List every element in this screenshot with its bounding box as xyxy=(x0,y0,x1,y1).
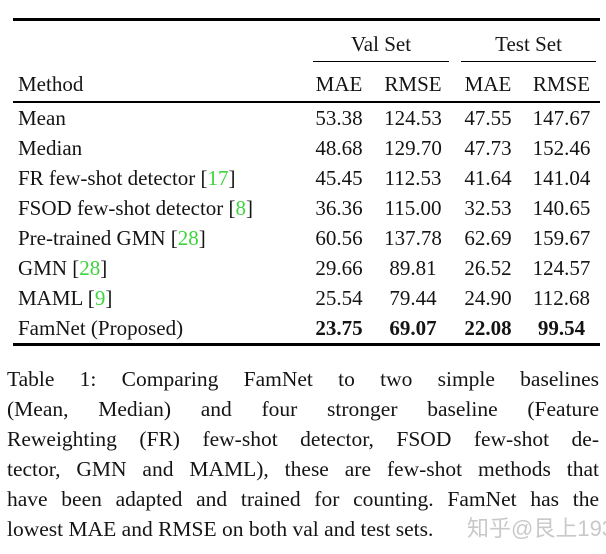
value-cell: 124.53 xyxy=(384,105,442,130)
method-label: Pre-trained GMN [ xyxy=(18,225,178,250)
table-row-pretrained-gmn: Pre-trained GMN [28] 60.56 137.78 62.69 … xyxy=(13,223,600,253)
value-cell: 62.69 xyxy=(464,225,512,250)
value-cell: 22.08 xyxy=(464,315,512,340)
table-caption: Table 1: Comparing FamNet to two simple … xyxy=(7,364,599,544)
citation-link[interactable]: 28 xyxy=(177,225,199,250)
caption-line: Table 1: Comparing FamNet to two simple … xyxy=(7,367,599,391)
value-cell: 69.07 xyxy=(389,315,437,340)
table-row-fsod-detector: FSOD few-shot detector [8] 36.36 115.00 … xyxy=(13,193,600,223)
value-cell: 99.54 xyxy=(537,315,586,340)
method-header-spacer xyxy=(13,20,305,62)
value-cell: 141.04 xyxy=(532,165,591,190)
value-cell: 152.46 xyxy=(532,135,591,160)
citation-link[interactable]: 9 xyxy=(94,285,106,310)
val-set-group-header: Val Set xyxy=(305,20,453,62)
table-row-median: Median 48.68 129.70 47.73 152.46 xyxy=(13,133,600,163)
value-cell: 53.38 xyxy=(315,105,363,130)
method-label: FamNet (Proposed) xyxy=(18,315,184,340)
citation-bracket: ] xyxy=(198,225,206,250)
value-cell: 124.57 xyxy=(532,255,591,280)
value-cell: 36.36 xyxy=(315,195,363,220)
value-cell: 159.67 xyxy=(532,225,591,250)
value-cell: 112.53 xyxy=(384,165,442,190)
method-cell: FSOD few-shot detector [8] xyxy=(13,193,305,223)
val-set-label: Val Set xyxy=(313,32,450,62)
method-cell: Median xyxy=(13,133,305,163)
col-header-test-rmse: RMSE xyxy=(523,61,601,103)
value-cell: 48.68 xyxy=(315,135,363,160)
citation-link[interactable]: 28 xyxy=(79,255,101,280)
group-header-row: Val Set Test Set xyxy=(13,20,600,62)
value-cell: 45.45 xyxy=(315,165,363,190)
table-row-mean: Mean 53.38 124.53 47.55 147.67 xyxy=(13,102,600,133)
caption-line: (Mean, Median) and four stronger baselin… xyxy=(7,397,599,421)
table-row-famnet-proposed: FamNet (Proposed) 23.75 69.07 22.08 99.5… xyxy=(13,313,600,345)
value-cell: 129.70 xyxy=(384,135,442,160)
results-table: Val Set Test Set Method MAE RMSE MAE RMS… xyxy=(13,18,601,346)
citation-bracket: ] xyxy=(228,165,236,190)
value-cell: 140.65 xyxy=(532,195,591,220)
value-cell: 29.66 xyxy=(315,255,363,280)
caption-line: have been adapted and trained for counti… xyxy=(7,487,599,511)
col-header-val-mae: MAE xyxy=(305,61,373,103)
table-row-fr-detector: FR few-shot detector [17] 45.45 112.53 4… xyxy=(13,163,600,193)
value-cell: 23.75 xyxy=(315,315,363,340)
method-cell: Mean xyxy=(13,102,305,133)
value-cell: 24.90 xyxy=(464,285,512,310)
value-cell: 89.81 xyxy=(389,255,437,280)
value-cell: 137.78 xyxy=(384,225,442,250)
citation-bracket: ] xyxy=(100,255,108,280)
method-cell: Pre-trained GMN [28] xyxy=(13,223,305,253)
caption-line: lowest MAE and RMSE on both val and test… xyxy=(7,517,434,541)
method-label: FSOD few-shot detector [ xyxy=(18,195,236,220)
test-set-group-header: Test Set xyxy=(453,20,600,62)
table-row-maml: MAML [9] 25.54 79.44 24.90 112.68 xyxy=(13,283,600,313)
test-set-label: Test Set xyxy=(461,32,597,62)
value-cell: 147.67 xyxy=(532,105,591,130)
method-label: Mean xyxy=(18,105,66,130)
value-cell: 47.73 xyxy=(464,135,512,160)
col-header-val-rmse: RMSE xyxy=(373,61,454,103)
table-row-gmn: GMN [28] 29.66 89.81 26.52 124.57 xyxy=(13,253,600,283)
value-cell: 41.64 xyxy=(464,165,512,190)
subcolumn-header-row: Method MAE RMSE MAE RMSE xyxy=(13,61,601,103)
caption-line: Reweighting (FR) few-shot detector, FSOD… xyxy=(7,427,599,451)
method-cell: FamNet (Proposed) xyxy=(13,313,305,345)
method-label: FR few-shot detector [ xyxy=(18,165,208,190)
method-cell: FR few-shot detector [17] xyxy=(13,163,305,193)
method-cell: GMN [28] xyxy=(13,253,305,283)
citation-bracket: ] xyxy=(246,195,254,220)
col-header-test-mae: MAE xyxy=(453,61,524,103)
citation-link[interactable]: 17 xyxy=(207,165,229,190)
value-cell: 25.54 xyxy=(315,285,363,310)
value-cell: 115.00 xyxy=(384,195,442,220)
value-cell: 26.52 xyxy=(464,255,512,280)
watermark: 知乎@艮上1932 xyxy=(467,516,606,541)
value-cell: 112.68 xyxy=(533,285,590,310)
method-label: GMN [ xyxy=(18,255,80,280)
value-cell: 60.56 xyxy=(315,225,363,250)
method-label: MAML [ xyxy=(18,285,95,310)
method-label: Median xyxy=(18,135,83,160)
method-column-header: Method xyxy=(13,61,305,103)
citation-link[interactable]: 8 xyxy=(235,195,247,220)
value-cell: 47.55 xyxy=(464,105,512,130)
method-cell: MAML [9] xyxy=(13,283,305,313)
caption-line: tector, GMN and MAML), these are few-sho… xyxy=(7,457,599,481)
value-cell: 79.44 xyxy=(389,285,437,310)
citation-bracket: ] xyxy=(105,285,113,310)
value-cell: 32.53 xyxy=(464,195,512,220)
